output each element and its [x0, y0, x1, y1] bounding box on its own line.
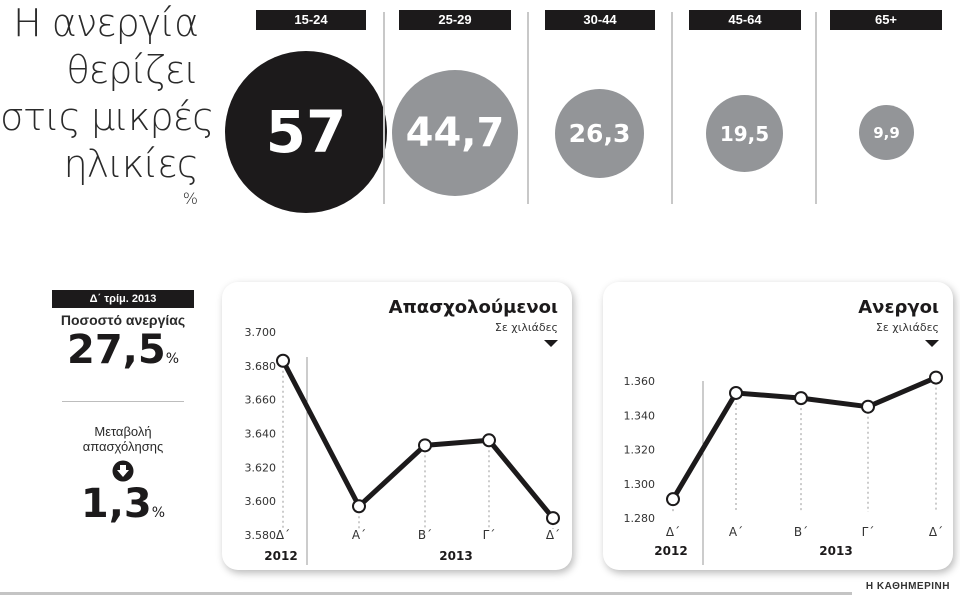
- data-point: [861, 399, 875, 414]
- data-point: [929, 370, 943, 385]
- chart-subtitle: Σε χιλιάδες: [876, 321, 939, 334]
- unemployment-rate-value: 27,5%: [52, 328, 194, 381]
- unemployed-line-chart: Ανεργοι Σε χιλιάδες 1.360 1.340 1.320 1.300 1.…: [624, 297, 943, 565]
- unemployment-value-number: 27,5: [66, 327, 166, 373]
- unemployment-rate-label: Ποσοστό ανεργίας: [60, 312, 186, 328]
- title-line-3: στις μικρές: [0, 95, 214, 139]
- y-tick-label: 1.300: [624, 478, 656, 491]
- y-tick-label: 1.280: [624, 512, 656, 525]
- x-tick-label: Β΄: [418, 528, 432, 542]
- data-point: [276, 353, 290, 368]
- triangle-marker-icon: [925, 340, 939, 347]
- data-point: [666, 492, 680, 507]
- title-unit: %: [182, 189, 198, 208]
- x-tick-label: Β΄: [794, 525, 808, 539]
- x-tick-label: Α΄: [352, 528, 366, 542]
- bubble-15-24: 57: [225, 51, 387, 213]
- bubble-45-64: 19,5: [706, 95, 783, 172]
- employment-change-label-1: Μεταβολή: [94, 424, 152, 439]
- bubble-value: 9,9: [873, 123, 900, 142]
- bubble-value: 44,7: [405, 110, 505, 156]
- footer-rule: [0, 592, 852, 595]
- column-divider: [527, 12, 529, 204]
- data-point: [546, 511, 560, 526]
- x-tick-label: Δ΄: [666, 525, 680, 539]
- unemployed-chart-panel: Ανεργοι Σε χιλιάδες 1.360 1.340 1.320 1.300 1.…: [603, 282, 953, 570]
- age-label-15-24: 15-24: [256, 10, 366, 30]
- y-tick-label: 1.320: [624, 444, 656, 457]
- employment-change-label-2: απασχόλησης: [82, 439, 164, 454]
- infographic-title: Η ανεργία θερίζει στις μικρές ηλικίες %: [0, 0, 214, 208]
- data-point: [482, 433, 496, 448]
- employed-chart-panel: Απασχολούμενοι Σε χιλιάδες 3.700 3.680 3.660…: [222, 282, 572, 570]
- data-point: [418, 438, 432, 453]
- bubble-65plus: 9,9: [859, 105, 914, 160]
- x-tick-label: Δ΄: [546, 528, 560, 542]
- bubble-30-44: 26,3: [555, 89, 644, 178]
- title-line-1: Η ανεργία: [13, 1, 199, 45]
- employment-change-label: Μεταβολή απασχόλησης: [52, 424, 194, 454]
- x-tick-label: Δ΄: [929, 525, 943, 539]
- data-point: [794, 391, 808, 406]
- age-label-30-44: 30-44: [545, 10, 655, 30]
- bubble-25-29: 44,7: [392, 70, 518, 196]
- title-line-4: ηλικίες: [63, 142, 199, 186]
- unemployment-unit: %: [165, 351, 179, 367]
- y-tick-label: 3.660: [245, 394, 277, 407]
- y-tick-label: 3.700: [245, 326, 277, 339]
- down-arrow-icon: [112, 460, 134, 482]
- x-tick-label: Α΄: [729, 525, 743, 539]
- age-label-65plus: 65+: [830, 10, 942, 30]
- x-tick-label: Δ΄: [276, 528, 290, 542]
- chart-title: Ανεργοι: [858, 297, 939, 318]
- chart-title: Απασχολούμενοι: [389, 297, 558, 318]
- y-tick-label: 3.600: [245, 495, 277, 508]
- year-label-2013: 2013: [819, 544, 852, 558]
- age-label-45-64: 45-64: [689, 10, 801, 30]
- y-tick-label: 1.340: [624, 409, 656, 422]
- data-point: [729, 385, 743, 400]
- year-label-2013: 2013: [439, 549, 472, 563]
- triangle-marker-icon: [544, 340, 558, 347]
- y-tick-label: 3.580: [245, 529, 277, 542]
- y-tick-label: 3.640: [245, 428, 277, 441]
- employment-change-value: 1,3%: [52, 482, 194, 535]
- bubble-value: 26,3: [568, 119, 631, 148]
- title-line-2: θερίζει: [66, 48, 199, 92]
- employment-change-number: 1,3: [80, 481, 152, 527]
- y-tick-label: 3.680: [245, 360, 277, 373]
- chart-subtitle: Σε χιλιάδες: [495, 321, 558, 334]
- y-tick-label: 3.620: [245, 461, 277, 474]
- data-point: [352, 499, 366, 514]
- employment-change-unit: %: [151, 505, 166, 521]
- column-divider: [383, 12, 385, 204]
- column-divider: [671, 12, 673, 204]
- bubble-value: 57: [265, 98, 347, 166]
- column-divider: [815, 12, 817, 204]
- quarter-stats: Δ΄ τρίμ. 2013 Ποσοστό ανεργίας 27,5% Μετ…: [52, 290, 194, 535]
- source-credit: Η ΚΑΘΗΜΕΡΙΝΗ: [865, 581, 950, 592]
- age-label-25-29: 25-29: [399, 10, 511, 30]
- x-tick-label: Γ΄: [862, 525, 875, 539]
- y-tick-label: 1.360: [624, 375, 656, 388]
- year-label-2012: 2012: [654, 544, 687, 558]
- bubble-value: 19,5: [719, 121, 770, 146]
- x-tick-label: Γ΄: [483, 528, 496, 542]
- stats-period-label: Δ΄ τρίμ. 2013: [52, 290, 194, 308]
- stats-divider: [62, 401, 184, 402]
- data-line: [280, 359, 555, 520]
- employed-line-chart: Απασχολούμενοι Σε χιλιάδες 3.700 3.680 3.660…: [245, 297, 560, 565]
- year-label-2012: 2012: [264, 549, 297, 563]
